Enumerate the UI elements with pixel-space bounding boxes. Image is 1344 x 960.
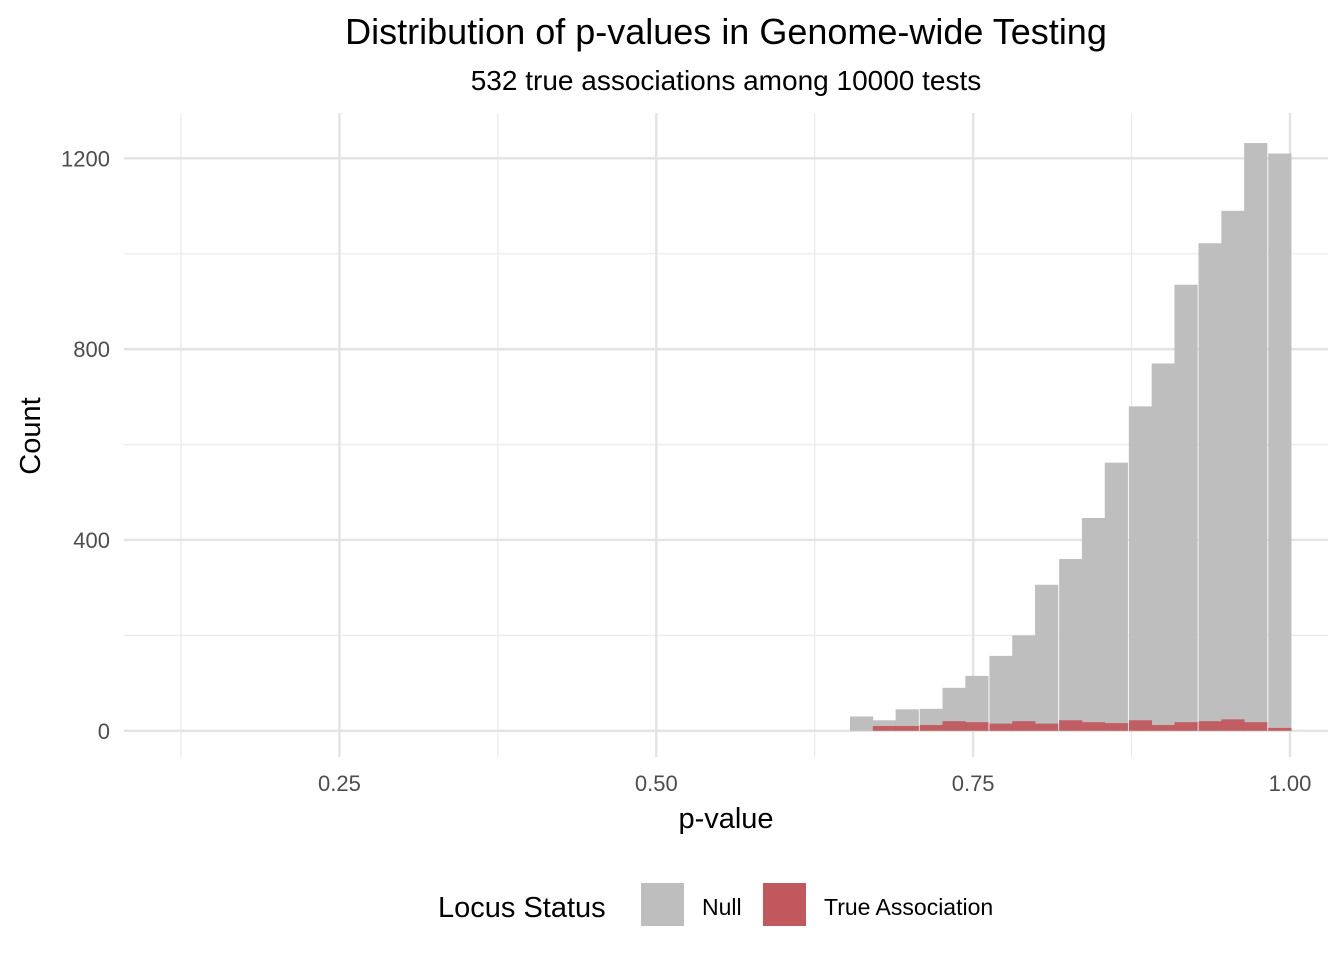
legend: Locus Status Null True Association [438, 883, 993, 926]
bar-null [989, 655, 1013, 731]
bar-null [1174, 284, 1198, 731]
bar-null [872, 720, 897, 731]
legend-swatch-null [641, 883, 684, 926]
legend-swatch-true-association [763, 883, 806, 926]
bar-null [895, 709, 919, 731]
x-tick-label: 0.50 [635, 771, 678, 796]
bar-true-association [965, 722, 989, 731]
legend-label-null: Null [702, 894, 742, 920]
y-tick-label: 1200 [61, 146, 110, 171]
bar-true-association [1221, 719, 1245, 731]
histogram-bars [850, 143, 1292, 731]
bar-true-association [1081, 722, 1106, 731]
x-tick-label: 0.25 [318, 771, 361, 796]
bar-true-association [942, 721, 966, 731]
y-axis-title: Count [15, 397, 47, 474]
x-axis-title: p-value [678, 803, 773, 835]
bar-true-association [919, 725, 943, 731]
bar-true-association [1174, 722, 1198, 731]
bar-true-association [872, 725, 897, 731]
bar-null [1198, 243, 1222, 731]
x-tick-label: 0.75 [952, 771, 995, 796]
bar-null [1221, 210, 1245, 731]
chart-subtitle: 532 true associations among 10000 tests [471, 65, 982, 96]
bar-null [1268, 153, 1292, 731]
bar-null [1244, 143, 1268, 731]
bar-true-association [989, 723, 1013, 731]
bar-null [850, 716, 874, 731]
bar-true-association [1244, 722, 1268, 731]
bar-null [1035, 584, 1059, 731]
legend-title: Locus Status [438, 892, 606, 924]
y-axis-ticks: 0 400 800 1200 [61, 146, 110, 743]
bar-true-association [1035, 723, 1059, 731]
bar-true-association [1059, 720, 1083, 731]
y-tick-label: 800 [73, 337, 110, 362]
bar-null [942, 687, 966, 731]
bar-null [1128, 406, 1153, 731]
bar-true-association [1198, 721, 1222, 731]
y-tick-label: 400 [73, 528, 110, 553]
x-axis-ticks: 0.25 0.50 0.75 1.00 [318, 771, 1311, 796]
bar-null [1081, 518, 1106, 731]
bar-null [1012, 635, 1036, 731]
bar-null [965, 675, 989, 731]
bar-true-association [1012, 721, 1036, 731]
x-tick-label: 1.00 [1269, 771, 1312, 796]
minor-gridlines [124, 113, 1328, 757]
bar-null [1059, 559, 1083, 731]
bar-true-association [1104, 723, 1128, 731]
bar-null [1104, 462, 1128, 731]
bar-true-association [1268, 727, 1292, 731]
bar-true-association [1151, 725, 1175, 731]
legend-label-true-association: True Association [824, 894, 993, 920]
y-tick-label: 0 [98, 719, 110, 744]
bar-null [1151, 363, 1175, 731]
bar-true-association [1128, 720, 1153, 731]
chart-title: Distribution of p-values in Genome-wide … [345, 11, 1107, 52]
bar-true-association [895, 725, 919, 731]
